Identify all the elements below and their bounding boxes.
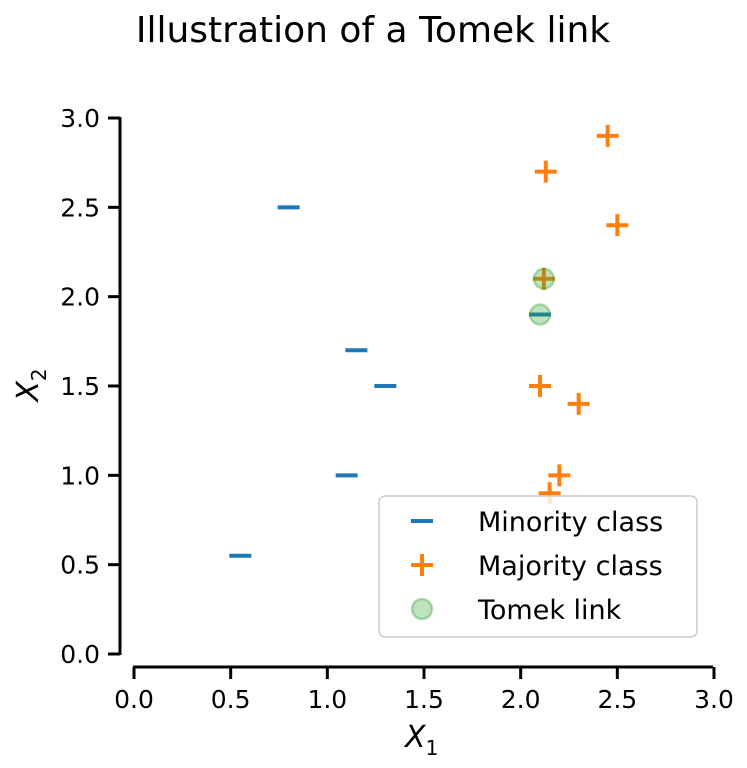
y-tick-label: 0.0 <box>60 640 100 669</box>
chart-title: Illustration of a Tomek link <box>136 10 610 51</box>
legend-label: Tomek link <box>477 595 622 626</box>
x-tick-label: 1.5 <box>404 685 444 714</box>
y-tick-label: 1.5 <box>60 372 100 401</box>
y-axis-label-sub: 2 <box>27 368 51 381</box>
legend: Minority class Majority class Tomek link <box>378 495 698 638</box>
x-tick-label: 1.0 <box>307 685 347 714</box>
legend-frame <box>378 495 698 638</box>
plot-area <box>229 124 629 558</box>
y-tick-label: 3.0 <box>60 104 100 133</box>
legend-marker <box>411 554 433 576</box>
data-point <box>529 375 551 397</box>
data-point <box>606 214 629 237</box>
legend-label: Majority class <box>478 551 663 582</box>
y-tick-label: 2.0 <box>60 283 100 312</box>
data-point <box>534 160 557 183</box>
legend-entry: Minority class <box>411 507 663 538</box>
y-axis-label: X2 <box>11 368 51 403</box>
x-axis-label-main: X <box>403 720 427 755</box>
data-point <box>548 464 571 487</box>
x-tick-label: 3.0 <box>694 685 734 714</box>
x-tick-label: 0.0 <box>114 685 154 714</box>
data-point <box>532 267 555 290</box>
y-tick-label: 2.5 <box>60 193 100 222</box>
y-axis-ticks: 0.0 0.5 1.0 1.5 2.0 2.5 3.0 <box>60 104 120 669</box>
series-minus <box>229 205 551 558</box>
data-point <box>532 267 556 291</box>
legend-label: Minority class <box>478 507 663 538</box>
x-axis-ticks: 0.0 0.5 1.0 1.5 2.0 2.5 3.0 <box>114 667 734 714</box>
x-tick-label: 2.5 <box>597 685 637 714</box>
x-axis-label-sub: 1 <box>426 736 439 760</box>
legend-entry: Majority class <box>411 551 663 582</box>
legend-marker <box>410 597 434 621</box>
x-tick-label: 0.5 <box>211 685 251 714</box>
series-circle <box>528 267 556 326</box>
y-tick-label: 0.5 <box>60 551 100 580</box>
x-tick-label: 2.0 <box>501 685 541 714</box>
y-axis-label-main: X <box>11 380 46 404</box>
x-axis-label: X1 <box>403 720 438 760</box>
y-tick-label: 1.0 <box>60 461 100 490</box>
data-point <box>567 392 590 415</box>
legend-entry: Tomek link <box>410 595 622 626</box>
data-point <box>528 303 552 326</box>
data-point <box>596 124 619 147</box>
